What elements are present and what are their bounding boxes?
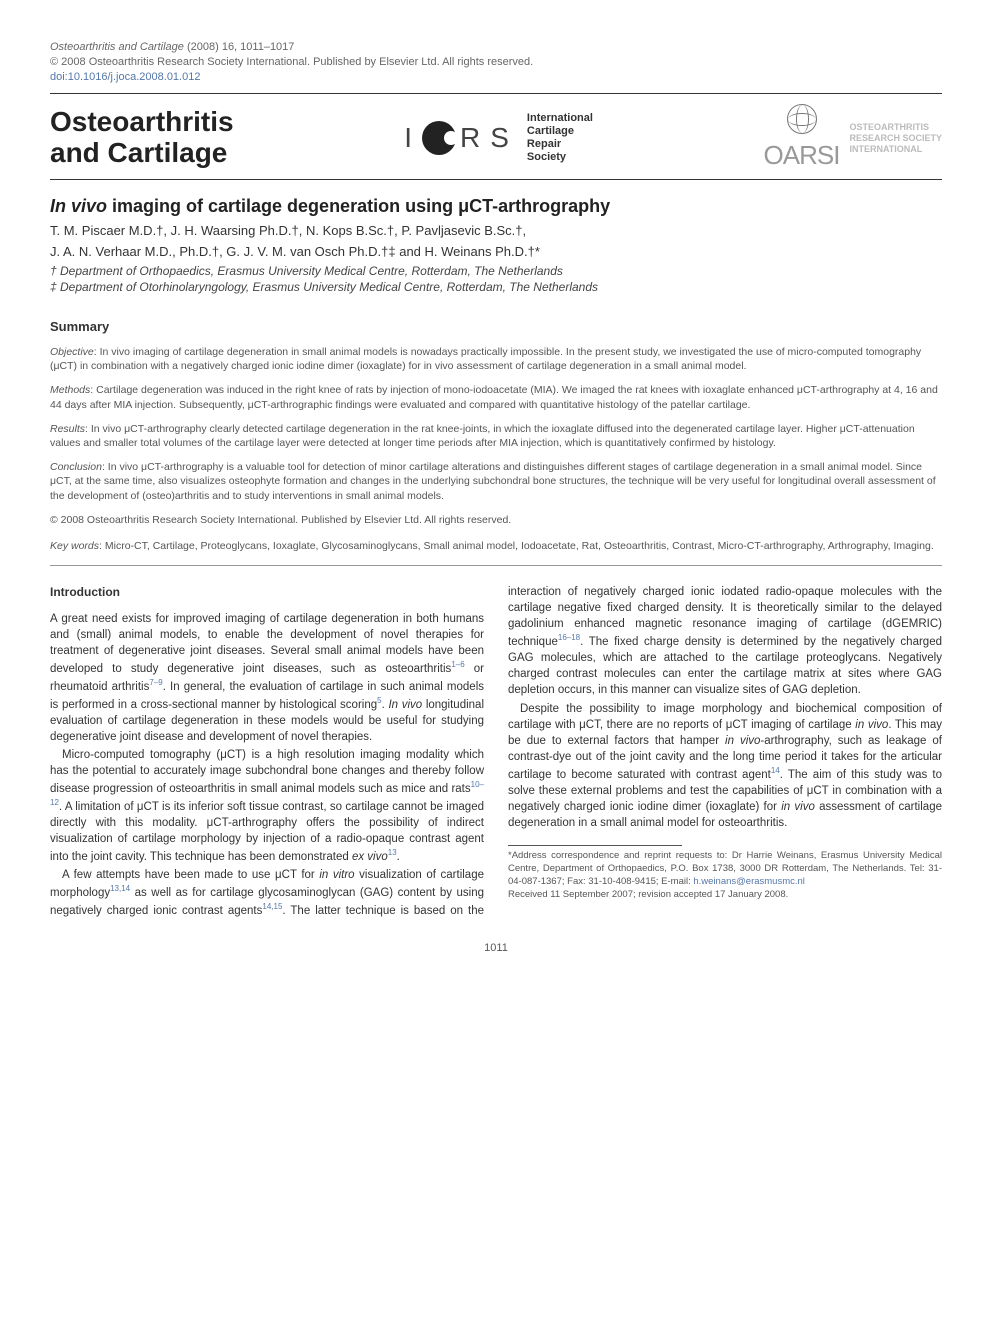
ref-link[interactable]: 13: [388, 848, 397, 857]
correspondence-footnote: *Address correspondence and reprint requ…: [508, 850, 942, 888]
icrs-letter-s: S: [490, 119, 515, 157]
icrs-block: I R S International Cartilage Repair Soc…: [404, 112, 593, 165]
abstract-methods: Methods: Cartilage degeneration was indu…: [50, 383, 942, 411]
citation-copyright: © 2008 Osteoarthritis Research Society I…: [50, 56, 533, 68]
banner-rule: [50, 179, 942, 180]
conclusion-text: : In vivo μCT-arthrography is a valuable…: [50, 461, 936, 501]
ref-link[interactable]: 16–18: [558, 633, 580, 642]
journal-title-line2: and Cartilage: [50, 138, 234, 169]
icrs-letter-i: I: [404, 119, 418, 157]
icrs-letter-c-icon: [422, 121, 456, 155]
introduction-heading: Introduction: [50, 584, 484, 601]
email-link[interactable]: h.weinans@erasmusmc.nl: [693, 876, 805, 887]
oarsi-line2: RESEARCH SOCIETY: [849, 133, 942, 144]
ref-link[interactable]: 1–6: [451, 660, 464, 669]
ref-link[interactable]: 14: [771, 766, 780, 775]
doi-link[interactable]: doi:10.1016/j.joca.2008.01.012: [50, 71, 200, 83]
ref-link[interactable]: 14,15: [262, 902, 282, 911]
intro-para-2: Micro-computed tomography (μCT) is a hig…: [50, 747, 484, 865]
journal-banner: Osteoarthritis and Cartilage I R S Inter…: [50, 104, 942, 173]
affiliation-2: ‡ Department of Otorhinolaryngology, Era…: [50, 279, 942, 295]
abstract-conclusion: Conclusion: In vivo μCT-arthrography is …: [50, 460, 942, 503]
results-text: : In vivo μCT-arthrography clearly detec…: [50, 423, 915, 449]
abstract-copyright: © 2008 Osteoarthritis Research Society I…: [50, 513, 942, 527]
page-number: 1011: [50, 941, 942, 956]
summary-heading: Summary: [50, 318, 942, 336]
top-rule: [50, 93, 942, 94]
objective-text: : In vivo imaging of cartilage degenerat…: [50, 346, 921, 372]
citation-block: Osteoarthritis and Cartilage (2008) 16, …: [50, 40, 942, 85]
keywords-text: : Micro-CT, Cartilage, Proteoglycans, Io…: [99, 540, 934, 552]
oarsi-block: OARSI OSTEOARTHRITIS RESEARCH SOCIETY IN…: [764, 104, 942, 173]
icrs-line4: Society: [527, 151, 593, 164]
citation-year-vol: (2008) 16, 1011–1017: [187, 41, 294, 53]
received-footnote: Received 11 September 2007; revision acc…: [508, 889, 942, 902]
footnote-rule: [508, 845, 682, 846]
article-title: In vivo imaging of cartilage degeneratio…: [50, 194, 942, 218]
oarsi-text: OSTEOARTHRITIS RESEARCH SOCIETY INTERNAT…: [849, 122, 942, 154]
oarsi-line1: OSTEOARTHRITIS: [849, 122, 942, 133]
keywords-block: Key words: Micro-CT, Cartilage, Proteogl…: [50, 539, 942, 553]
results-label: Results: [50, 423, 85, 435]
oarsi-line3: INTERNATIONAL: [849, 144, 942, 155]
title-italic: In vivo: [50, 196, 107, 216]
objective-label: Objective: [50, 346, 94, 358]
icrs-line2: Cartilage: [527, 125, 593, 138]
oarsi-mark: OARSI: [764, 140, 840, 170]
intro-para-4: Despite the possibility to image morphol…: [508, 701, 942, 832]
affiliation-1: † Department of Orthopaedics, Erasmus Un…: [50, 263, 942, 279]
icrs-logo: I R S: [404, 119, 515, 157]
abstract-rule: [50, 565, 942, 566]
icrs-line1: International: [527, 112, 593, 125]
ref-link[interactable]: 13,14: [110, 884, 130, 893]
journal-title-block: Osteoarthritis and Cartilage: [50, 107, 234, 169]
ref-link[interactable]: 7–9: [149, 678, 162, 687]
title-rest: imaging of cartilage degeneration using …: [107, 196, 610, 216]
authors-line2: J. A. N. Verhaar M.D., Ph.D.†, G. J. V. …: [50, 243, 942, 261]
icrs-line3: Repair: [527, 138, 593, 151]
conclusion-label: Conclusion: [50, 461, 102, 473]
body-columns: Introduction A great need exists for imp…: [50, 584, 942, 919]
journal-name: Osteoarthritis and Cartilage: [50, 41, 184, 53]
icrs-letter-r: R: [460, 119, 486, 157]
authors-line1: T. M. Piscaer M.D.†, J. H. Waarsing Ph.D…: [50, 222, 942, 240]
keywords-label: Key words: [50, 540, 99, 552]
journal-title-line1: Osteoarthritis: [50, 107, 234, 138]
abstract-objective: Objective: In vivo imaging of cartilage …: [50, 345, 942, 373]
intro-para-1: A great need exists for improved imaging…: [50, 611, 484, 745]
icrs-text: International Cartilage Repair Society: [527, 112, 593, 165]
abstract-results: Results: In vivo μCT-arthrography clearl…: [50, 422, 942, 450]
methods-label: Methods: [50, 384, 90, 396]
globe-icon: [787, 104, 817, 134]
methods-text: : Cartilage degeneration was induced in …: [50, 384, 938, 410]
